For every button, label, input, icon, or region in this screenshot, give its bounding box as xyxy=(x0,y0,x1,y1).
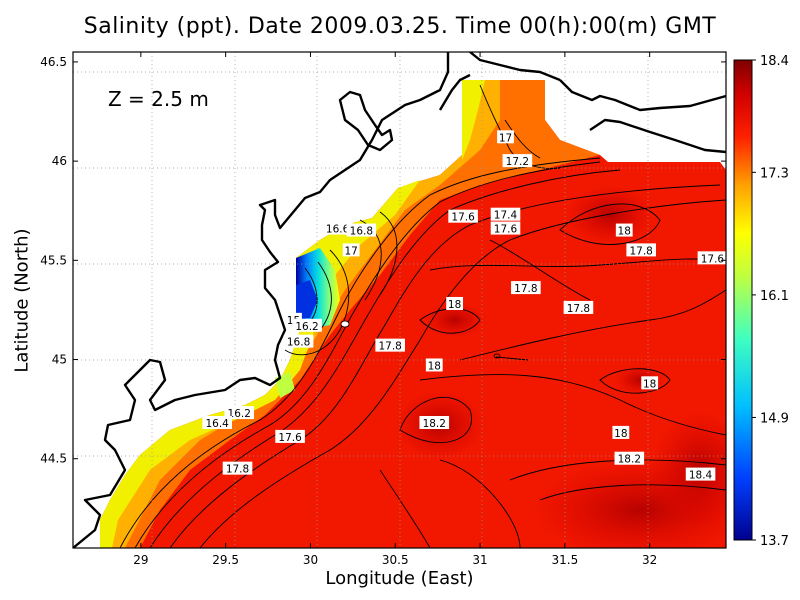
y-tick-label: 44.5 xyxy=(40,452,67,466)
contour-label-box xyxy=(224,406,255,420)
x-tick-label: 31.5 xyxy=(552,553,579,567)
contour-label-box xyxy=(685,467,716,481)
contour-label: 18.2 xyxy=(423,418,446,430)
contour-label-box xyxy=(419,416,450,430)
x-tick-label: 32 xyxy=(642,553,657,567)
y-tick-label: 46.5 xyxy=(40,55,67,69)
colorbar xyxy=(733,59,753,541)
contour-label-box xyxy=(490,221,521,235)
contour-label: 18.2 xyxy=(618,454,641,466)
contour-label-box xyxy=(283,334,314,348)
colorbar-label: 18.4 xyxy=(760,54,789,69)
x-tick-label: 29 xyxy=(133,553,148,567)
contour-label-box xyxy=(511,281,541,295)
contour-label: 17.8 xyxy=(629,245,652,257)
contour-label: 17.6 xyxy=(701,253,725,265)
colorbar-labels: 18.4 17.3 16.1 14.9 13.7 xyxy=(752,54,789,549)
contour-label: 17.8 xyxy=(226,464,249,476)
y-tick-label: 45.5 xyxy=(40,253,67,267)
contour-label: 18 xyxy=(643,378,656,390)
contour-label-box xyxy=(697,251,726,265)
contour-label-box xyxy=(322,221,353,235)
coastal-gradient xyxy=(100,80,600,548)
y-tick-label: 45 xyxy=(52,353,67,367)
contour-label-box xyxy=(626,243,656,257)
contour-label: 17.8 xyxy=(514,283,537,295)
contour-label: 17.6 xyxy=(278,432,302,444)
contour-label-box xyxy=(502,154,533,168)
y-axis: 44.5 45 45.5 46 46.5 xyxy=(40,55,726,466)
contour-label-box xyxy=(612,425,630,439)
colorbar-label: 13.7 xyxy=(760,534,789,549)
contour-label: 17.6 xyxy=(451,212,475,224)
contour-label-box xyxy=(425,358,443,372)
contour-label-box xyxy=(342,243,360,257)
colorbar-label: 17.3 xyxy=(760,166,789,181)
contour-label: 16.6 xyxy=(326,224,350,236)
contour-label-box xyxy=(275,429,305,443)
contour-label: 17 xyxy=(499,132,512,144)
contour-label-box xyxy=(448,209,478,223)
contour-label-box xyxy=(614,451,645,465)
x-tick-label: 31 xyxy=(472,553,487,567)
contour-label: 18 xyxy=(614,428,627,440)
contour-label: 16.2 xyxy=(295,321,318,333)
contour-label-box xyxy=(292,318,322,332)
contour-label: 16.8 xyxy=(287,337,310,349)
contour-label: 17.8 xyxy=(567,303,590,315)
x-tick-label: 30 xyxy=(303,553,318,567)
x-tick-label: 30.5 xyxy=(382,553,409,567)
contour-label: 17.2 xyxy=(506,156,529,168)
contour-label-box xyxy=(641,376,659,390)
contour-label: 18 xyxy=(428,360,441,372)
contour-label: 17 xyxy=(344,245,357,257)
contour-label: 16.4 xyxy=(205,418,229,430)
contour-label-box xyxy=(490,207,521,221)
depth-label: Z = 2.5 m xyxy=(108,87,209,111)
chart-title: Salinity (ppt). Date 2009.03.25. Time 00… xyxy=(83,14,717,39)
contour-label-box xyxy=(563,300,594,314)
contour-label: 18.4 xyxy=(689,470,713,482)
x-axis: 29 29.5 30 30.5 31 31.5 32 xyxy=(133,52,657,567)
colorbar-label: 14.9 xyxy=(760,411,789,426)
contour-label-box xyxy=(222,461,253,475)
contour-label: 17.4 xyxy=(494,210,518,222)
contour-label-box xyxy=(202,416,232,430)
contour-label: 18 xyxy=(448,299,461,311)
sea-area xyxy=(100,80,726,548)
y-tick-label: 46 xyxy=(52,154,67,168)
x-axis-label: Longitude (East) xyxy=(325,568,474,589)
y-axis-label: Latitude (North) xyxy=(11,228,33,373)
contour-label: 17.6 xyxy=(494,224,518,236)
coastline xyxy=(73,52,726,548)
contour-label-box xyxy=(375,338,405,352)
contour-label-box xyxy=(497,130,514,144)
contour-label-box xyxy=(446,296,464,310)
contour-label: 16.8 xyxy=(350,226,373,238)
colorbar-label: 16.1 xyxy=(760,289,789,304)
plot-frame xyxy=(72,51,727,549)
contour-label: 18 xyxy=(618,226,631,238)
contour-label: 16.2 xyxy=(228,408,251,420)
x-tick-label: 29.5 xyxy=(212,553,239,567)
contour-label-box xyxy=(615,223,633,237)
contour-label: 17.8 xyxy=(378,341,401,353)
contour-label-box xyxy=(346,223,377,237)
